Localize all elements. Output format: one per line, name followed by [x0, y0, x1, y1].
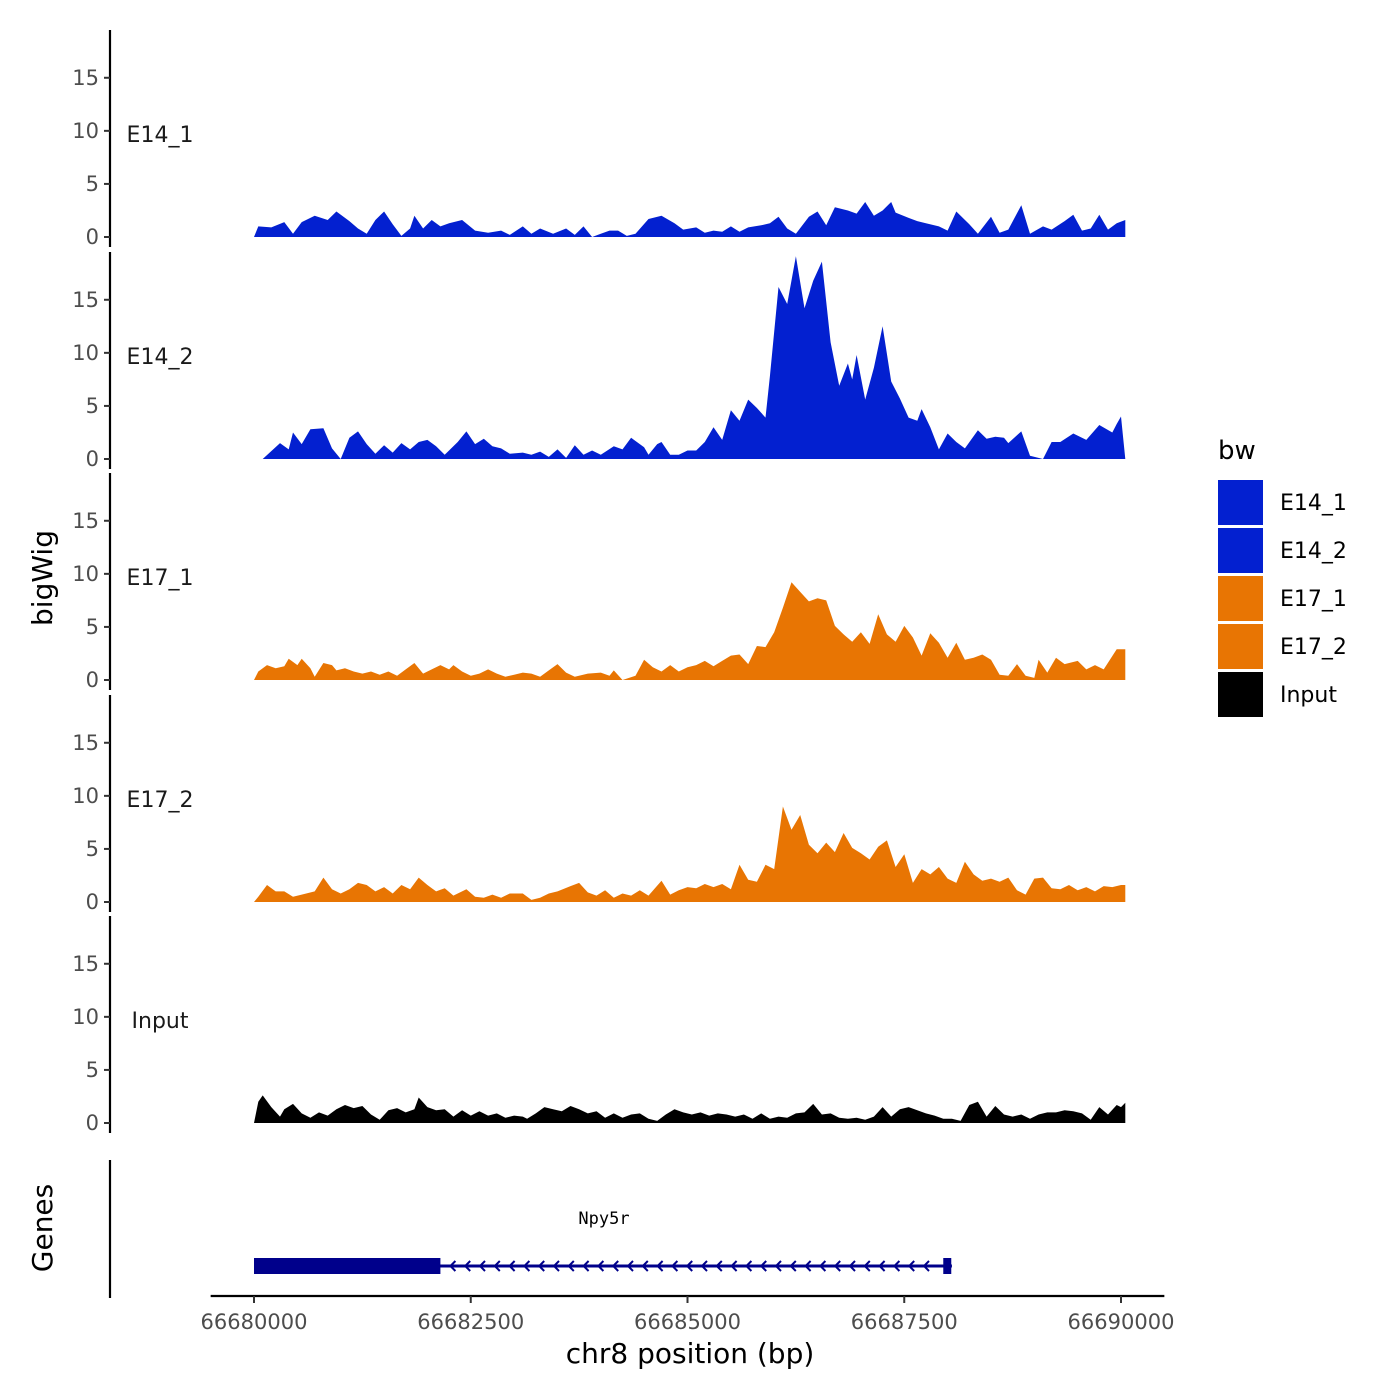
strand-arrow: [892, 1260, 901, 1272]
legend-swatch: [1218, 480, 1263, 525]
strand-arrow: [943, 1259, 951, 1273]
y-tick-label: 0: [86, 1111, 99, 1135]
legend-title: bw: [1218, 436, 1256, 466]
strand-arrow: [715, 1260, 723, 1272]
y-tick-label: 5: [86, 615, 99, 639]
legend-label: E14_2: [1280, 539, 1347, 564]
y-tick-label: 5: [86, 394, 99, 418]
strand-arrow: [493, 1260, 501, 1272]
legend-swatch: [1218, 672, 1263, 717]
x-tick-label: 66687500: [851, 1310, 958, 1334]
series-area-e14-2: [254, 256, 1126, 459]
strand-arrow: [670, 1260, 679, 1272]
strand-arrow: [596, 1260, 605, 1272]
y-tick-label: 10: [72, 1005, 99, 1029]
legend-label: E17_1: [1280, 587, 1347, 612]
strand-arrow: [611, 1260, 619, 1272]
strand-arrow: [522, 1260, 531, 1272]
y-tick-label: 10: [72, 784, 99, 808]
y-tick-label: 15: [72, 509, 99, 533]
strand-arrow: [774, 1260, 782, 1272]
strand-arrow: [818, 1260, 827, 1272]
legend-label: E17_2: [1280, 635, 1347, 660]
strand-arrow: [641, 1260, 649, 1272]
series-area-input: [254, 1095, 1126, 1123]
y-tick-label: 15: [72, 66, 99, 90]
strand-arrow: [656, 1260, 664, 1272]
strand-arrow: [878, 1260, 886, 1272]
x-tick-label: 66682500: [417, 1310, 524, 1334]
y-tick-label: 10: [72, 341, 99, 365]
strand-arrow: [804, 1260, 812, 1272]
track-label: E14_1: [127, 123, 194, 148]
strand-arrow: [552, 1260, 560, 1272]
series-area-e17-2: [254, 806, 1126, 902]
x-axis-title: chr8 position (bp): [566, 1337, 815, 1370]
x-axis: 66680000 66682500 66685000 66687500 66690000: [201, 1294, 1175, 1334]
strand-arrow: [848, 1260, 856, 1272]
strand-arrow: [700, 1260, 708, 1272]
gene-label: Npy5r: [578, 1209, 629, 1229]
gene-exon: [943, 1258, 952, 1274]
track-e14-2: 0 5 10 15 E14_2: [72, 252, 1126, 471]
gene-npy5r: Npy5r: [254, 1209, 952, 1274]
y-tick-label: 15: [72, 952, 99, 976]
track-label: Input: [132, 1009, 189, 1034]
y-tick-label: 15: [72, 288, 99, 312]
track-label: E17_1: [127, 566, 194, 591]
series-area-e14-1: [254, 202, 1126, 237]
strand-arrow: [567, 1260, 575, 1272]
legend: bw E14_1 E14_2 E17_1 E17_2 Input: [1218, 436, 1347, 717]
y-tick-label: 5: [86, 837, 99, 861]
strand-arrow: [922, 1260, 930, 1272]
strand-arrow: [789, 1260, 797, 1272]
track-label: E17_2: [127, 788, 194, 813]
strand-arrow: [685, 1260, 693, 1272]
y-tick-label: 5: [86, 172, 99, 196]
gene-exon: [254, 1258, 441, 1274]
strand-arrow: [759, 1260, 767, 1272]
y-tick-label: 10: [72, 562, 99, 586]
legend-swatch: [1218, 576, 1263, 621]
strand-arrow: [863, 1260, 871, 1272]
track-input: 0 5 10 15 Input: [72, 916, 1126, 1135]
genes-track-title: Genes: [26, 1184, 59, 1272]
legend-swatch: [1218, 528, 1263, 573]
legend-label: E14_1: [1280, 491, 1347, 516]
strand-arrow: [463, 1260, 471, 1272]
y-tick-label: 0: [86, 225, 99, 249]
strand-arrow: [833, 1260, 841, 1272]
strand-arrow: [508, 1260, 516, 1272]
y-axis-title: bigWig: [26, 530, 59, 626]
legend-label: Input: [1280, 683, 1337, 708]
strand-arrow: [626, 1260, 634, 1272]
strand-arrow: [478, 1260, 486, 1272]
track-label: E14_2: [127, 345, 194, 370]
y-tick-label: 0: [86, 890, 99, 914]
y-tick-label: 10: [72, 119, 99, 143]
strand-arrow: [907, 1260, 915, 1272]
strand-arrow: [730, 1260, 738, 1272]
y-tick-label: 0: [86, 447, 99, 471]
series-area-e17-1: [254, 582, 1126, 680]
gene-track: Npy5r: [108, 1160, 952, 1298]
x-tick-label: 66680000: [201, 1310, 308, 1334]
y-tick-label: 15: [72, 731, 99, 755]
track-e14-1: 0 5 10 15 E14_1: [72, 30, 1126, 249]
tracks: 0 5 10 15 E14_1 0 5 10 15 E14_2 0 5 10 15 E17_1 0 5 10 15 E…: [72, 30, 1126, 1135]
y-tick-label: 0: [86, 668, 99, 692]
track-e17-2: 0 5 10 15 E17_2: [72, 695, 1126, 914]
strand-arrow: [744, 1260, 753, 1272]
track-e17-1: 0 5 10 15 E17_1: [72, 473, 1126, 692]
strand-arrow: [448, 1260, 457, 1272]
y-tick-label: 5: [86, 1058, 99, 1082]
legend-swatch: [1218, 624, 1263, 669]
x-tick-label: 66690000: [1068, 1310, 1175, 1334]
strand-arrow: [537, 1260, 545, 1272]
strand-arrow: [582, 1260, 590, 1272]
x-tick-label: 66685000: [634, 1310, 741, 1334]
